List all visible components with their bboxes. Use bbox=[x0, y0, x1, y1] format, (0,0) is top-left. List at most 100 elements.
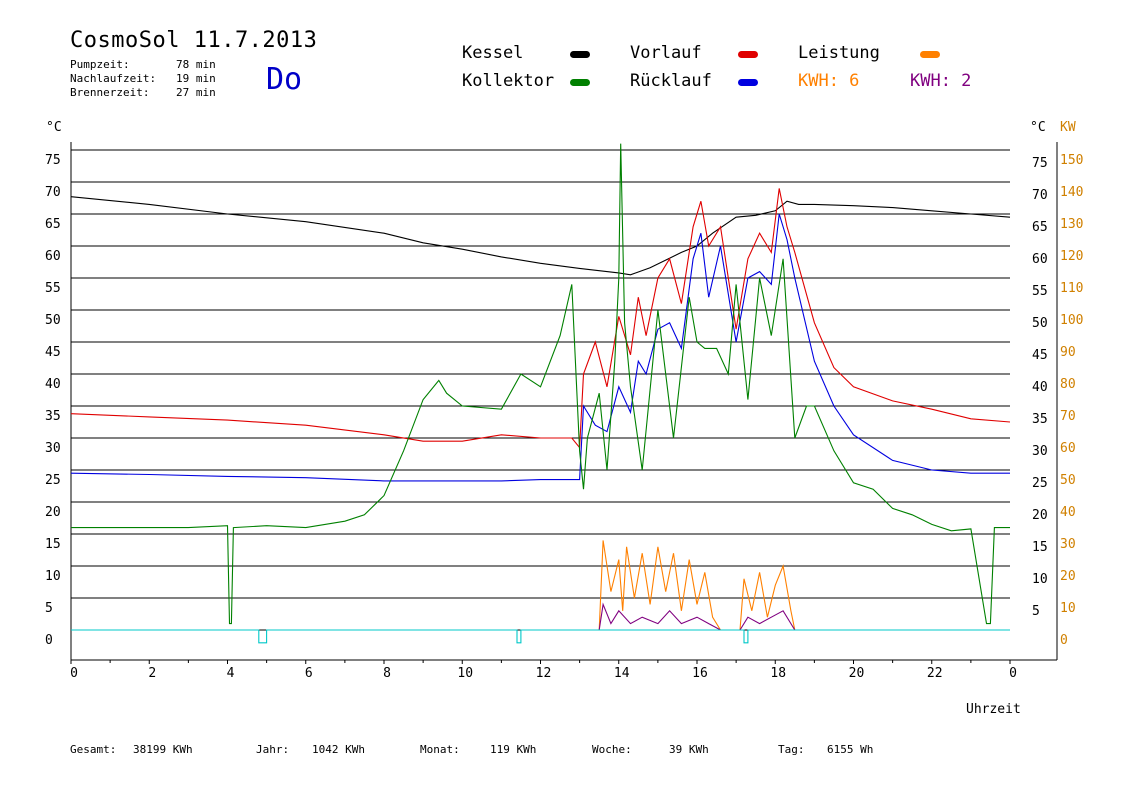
legend-vorlauf-swatch bbox=[738, 51, 758, 58]
y-tick-label-right-c: 20 bbox=[1032, 508, 1048, 523]
footer-woche-label: Woche: bbox=[592, 743, 632, 756]
chart-axes bbox=[70, 142, 1058, 661]
legend-ruecklauf-swatch bbox=[738, 79, 758, 86]
y-tick-label-right-c: 5 bbox=[1032, 604, 1040, 619]
y-tick-label-right-c: 40 bbox=[1032, 380, 1048, 395]
series-pumpe bbox=[71, 629, 1010, 644]
y-tick-label-right-kw: 100 bbox=[1060, 313, 1083, 328]
x-tick-label: 0 bbox=[1009, 666, 1017, 681]
y-tick-label-right-kw: 0 bbox=[1060, 633, 1068, 648]
y-tick-label-right-kw: 130 bbox=[1060, 217, 1083, 232]
y-tick-label-left: 15 bbox=[45, 537, 61, 552]
y-tick-label-left: 75 bbox=[45, 153, 61, 168]
right-axis-unit-kw: KW bbox=[1060, 120, 1076, 135]
y-tick-label-right-kw: 80 bbox=[1060, 377, 1076, 392]
y-tick-label-left: 70 bbox=[45, 185, 61, 200]
legend-ruecklauf-label: Rücklauf bbox=[630, 71, 712, 91]
x-tick-label: 10 bbox=[457, 666, 473, 681]
x-tick-label: 4 bbox=[227, 666, 235, 681]
series-kwh-2 bbox=[579, 602, 1010, 631]
y-tick-label-right-c: 35 bbox=[1032, 412, 1048, 427]
y-tick-label-right-kw: 70 bbox=[1060, 409, 1076, 424]
chart-grid bbox=[71, 149, 1010, 631]
left-axis-unit: °C bbox=[46, 120, 62, 135]
y-tick-label-right-kw: 90 bbox=[1060, 345, 1076, 360]
footer-gesamt-label: Gesamt: bbox=[70, 743, 117, 756]
y-tick-label-left: 5 bbox=[45, 601, 53, 616]
legend-kessel-label: Kessel bbox=[462, 43, 524, 63]
series-vorlauf bbox=[70, 188, 1011, 450]
x-tick-label: 2 bbox=[148, 666, 156, 681]
y-tick-label-right-kw: 20 bbox=[1060, 569, 1076, 584]
footer-monat-value: 119 KWh bbox=[490, 743, 537, 756]
legend-leistung-swatch bbox=[920, 51, 940, 58]
right-axis-unit-c: °C bbox=[1030, 120, 1046, 135]
y-tick-label-right-c: 65 bbox=[1032, 220, 1048, 235]
y-tick-label-right-kw: 30 bbox=[1060, 537, 1076, 552]
y-tick-label-right-kw: 40 bbox=[1060, 505, 1076, 520]
weekday-label: Do bbox=[266, 62, 303, 97]
y-tick-label-right-c: 70 bbox=[1032, 188, 1048, 203]
y-tick-label-left: 45 bbox=[45, 345, 61, 360]
y-tick-label-right-c: 10 bbox=[1032, 572, 1048, 587]
y-tick-label-right-kw: 120 bbox=[1060, 249, 1083, 264]
y-tick-label-left: 10 bbox=[45, 569, 61, 584]
footer-tag-label: Tag: bbox=[778, 743, 805, 756]
x-tick-label: 18 bbox=[770, 666, 786, 681]
footer-monat-label: Monat: bbox=[420, 743, 460, 756]
footer-jahr-label: Jahr: bbox=[256, 743, 290, 756]
legend-leistung-label: Leistung bbox=[798, 43, 880, 63]
x-tick-label: 14 bbox=[614, 666, 630, 681]
y-tick-label-left: 60 bbox=[45, 249, 61, 264]
stat-value-nachlaufzeit: 19 min bbox=[176, 72, 216, 85]
y-tick-label-left: 40 bbox=[45, 377, 61, 392]
chart-title: CosmoSol 11.7.2013 bbox=[70, 28, 318, 53]
legend-kessel-swatch bbox=[570, 51, 590, 58]
stat-label-brennerzeit: Brennerzeit: bbox=[70, 86, 150, 99]
y-tick-label-right-c: 50 bbox=[1032, 316, 1048, 331]
series-kessel bbox=[70, 196, 1011, 276]
x-tick-label: 12 bbox=[536, 666, 552, 681]
chart-series bbox=[70, 143, 1011, 644]
stat-label-nachlaufzeit: Nachlaufzeit: bbox=[70, 72, 157, 85]
x-tick-label: 16 bbox=[692, 666, 708, 681]
footer-jahr-value: 1042 KWh bbox=[312, 743, 365, 756]
x-tick-label: 22 bbox=[927, 666, 943, 681]
y-tick-label-right-c: 15 bbox=[1032, 540, 1048, 555]
x-axis-label: Uhrzeit bbox=[966, 702, 1021, 717]
y-tick-label-right-kw: 140 bbox=[1060, 185, 1083, 200]
legend-kollektor-label: Kollektor bbox=[462, 71, 555, 91]
y-tick-label-left: 25 bbox=[45, 473, 61, 488]
y-tick-label-left: 30 bbox=[45, 441, 61, 456]
x-tick-label: 20 bbox=[849, 666, 865, 681]
y-tick-label-right-c: 45 bbox=[1032, 348, 1048, 363]
y-tick-label-left: 50 bbox=[45, 313, 61, 328]
y-tick-label-right-kw: 10 bbox=[1060, 601, 1076, 616]
y-tick-label-right-kw: 110 bbox=[1060, 281, 1083, 296]
y-tick-label-left: 0 bbox=[45, 633, 53, 648]
legend-kwh-solar: KWH: 6 bbox=[798, 71, 860, 91]
stat-value-brennerzeit: 27 min bbox=[176, 86, 216, 99]
x-tick-label: 0 bbox=[70, 666, 78, 681]
x-tick-label: 6 bbox=[305, 666, 313, 681]
stat-value-pumpzeit: 78 min bbox=[176, 58, 216, 71]
y-tick-label-left: 65 bbox=[45, 217, 61, 232]
y-tick-label-left: 20 bbox=[45, 505, 61, 520]
legend-vorlauf-label: Vorlauf bbox=[630, 43, 702, 63]
y-tick-label-right-kw: 60 bbox=[1060, 441, 1076, 456]
y-tick-label-right-kw: 50 bbox=[1060, 473, 1076, 488]
series-kollektor bbox=[71, 143, 1010, 625]
stat-label-pumpzeit: Pumpzeit: bbox=[70, 58, 130, 71]
footer-woche-value: 39 KWh bbox=[669, 743, 709, 756]
y-tick-label-right-kw: 150 bbox=[1060, 153, 1083, 168]
series-r-cklauf bbox=[70, 213, 1010, 482]
series-leistung bbox=[579, 540, 1010, 631]
y-tick-label-left: 35 bbox=[45, 409, 61, 424]
footer-gesamt-value: 38199 KWh bbox=[133, 743, 193, 756]
y-tick-label-right-c: 30 bbox=[1032, 444, 1048, 459]
legend-kwh-burner: KWH: 2 bbox=[910, 71, 972, 91]
y-tick-label-right-c: 55 bbox=[1032, 284, 1048, 299]
legend-kollektor-swatch bbox=[570, 79, 590, 86]
y-tick-label-right-c: 75 bbox=[1032, 156, 1048, 171]
